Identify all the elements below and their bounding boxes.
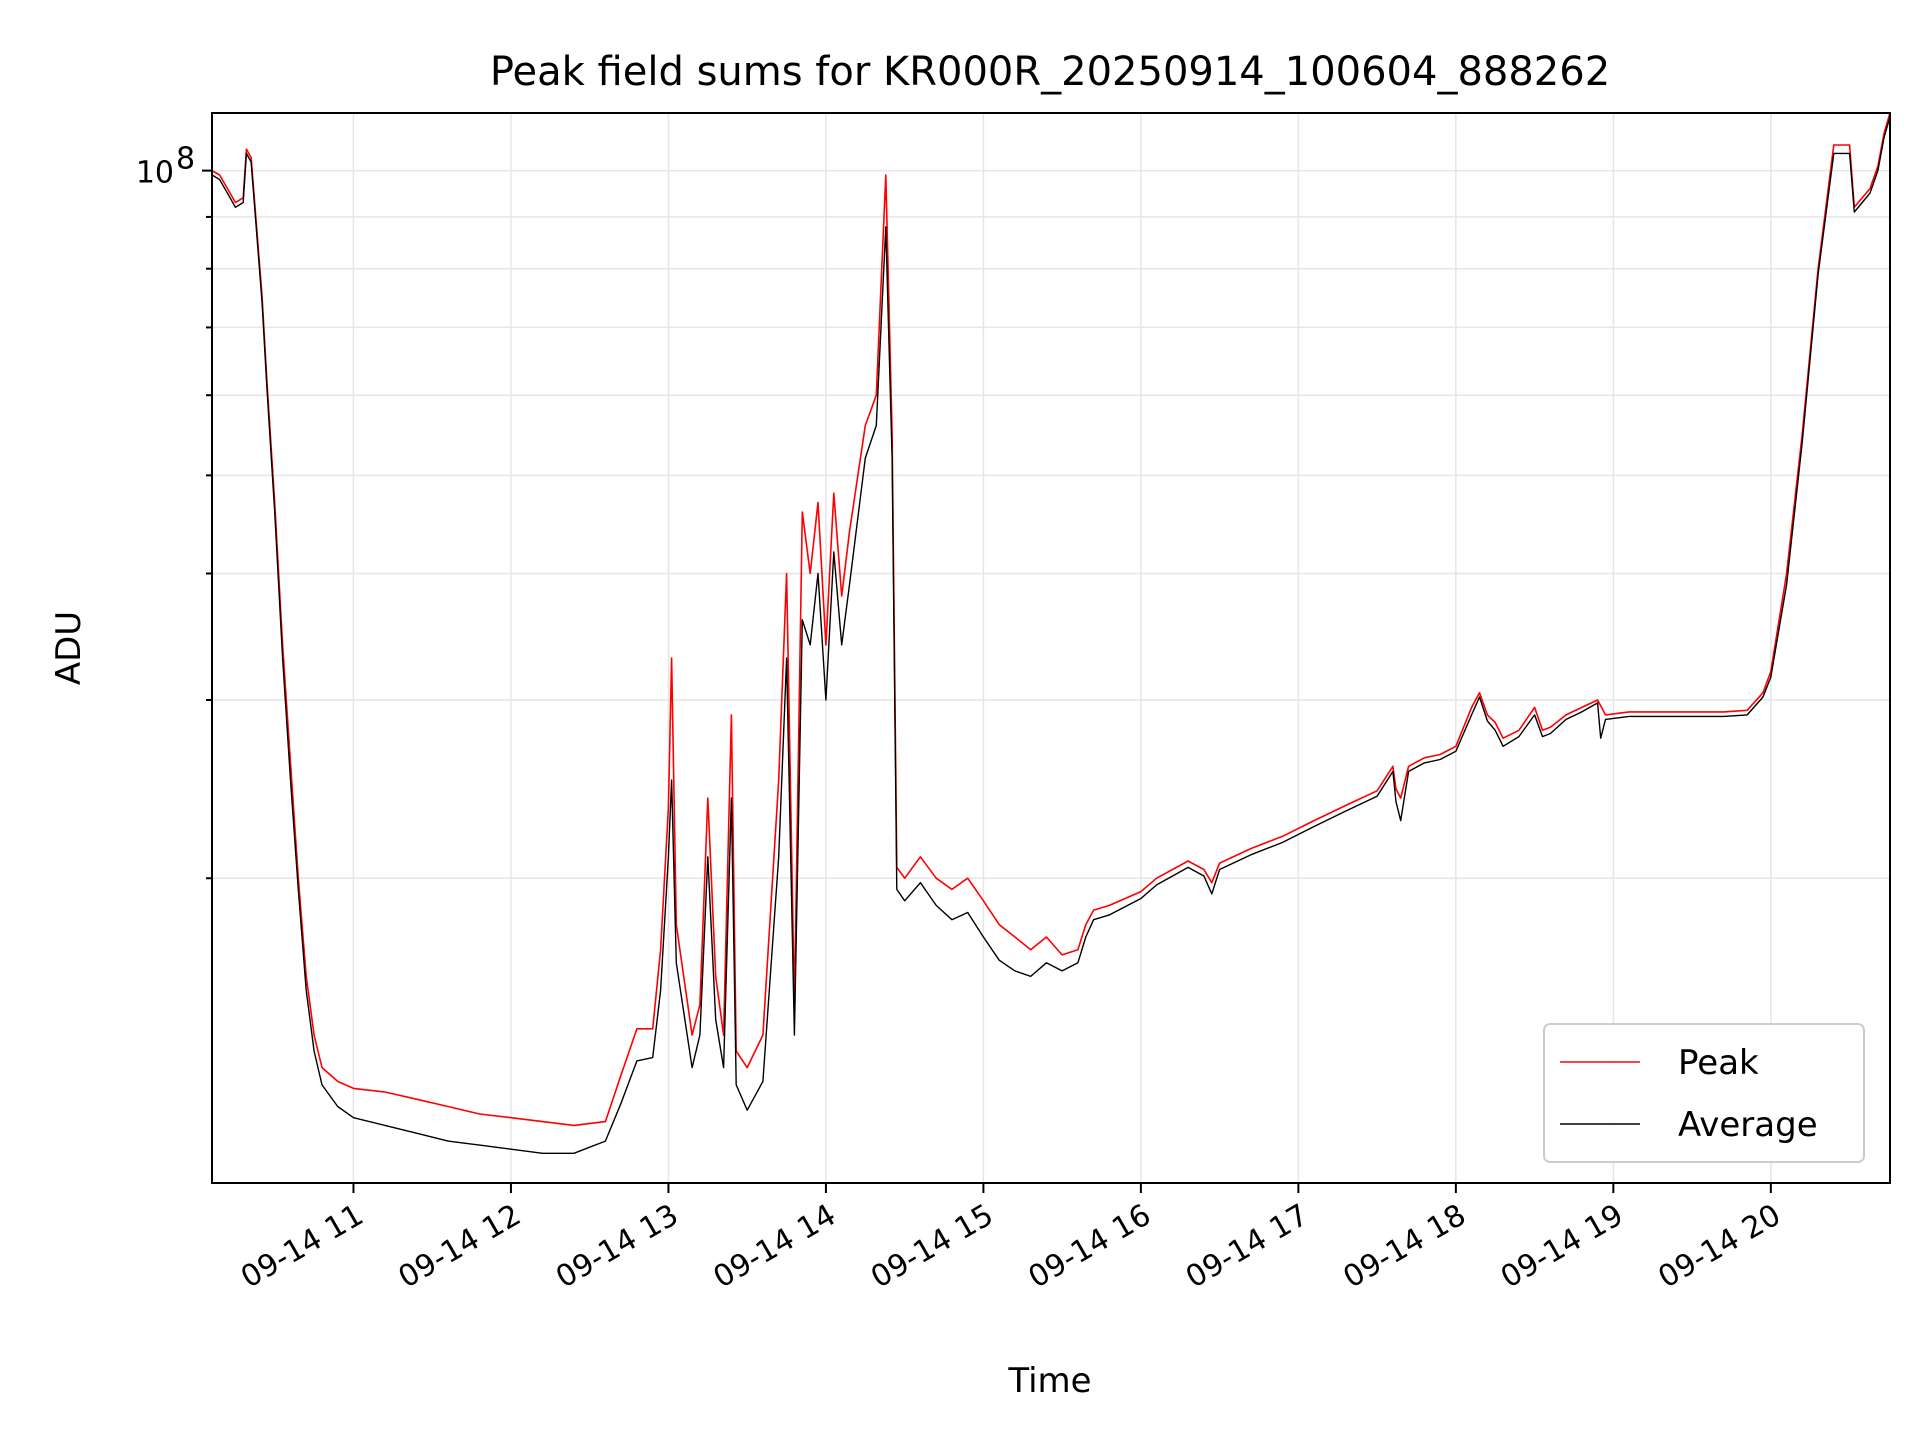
legend-label-average: Average bbox=[1678, 1105, 1818, 1145]
series-layer bbox=[211, 112, 1891, 1155]
y-axis-label: ADU bbox=[49, 611, 89, 685]
y-tick-label: 10 8 bbox=[136, 142, 195, 191]
y-axis: 10 8 bbox=[136, 142, 212, 880]
plot-frame bbox=[211, 112, 1891, 1184]
y-tick-label-exponent: 8 bbox=[176, 142, 195, 177]
legend-label-peak: Peak bbox=[1678, 1043, 1759, 1083]
chart-title: Peak field sums for KR000R_20250914_1006… bbox=[490, 49, 1610, 95]
grid bbox=[212, 113, 1890, 1183]
series-line-average bbox=[211, 116, 1891, 1155]
legend-box bbox=[1543, 1023, 1865, 1163]
legend: Peak Average bbox=[1543, 1023, 1865, 1163]
y-tick-label-base: 10 bbox=[136, 156, 174, 191]
x-axis-label: Time bbox=[1007, 1361, 1091, 1401]
series-line-peak bbox=[211, 112, 1891, 1127]
